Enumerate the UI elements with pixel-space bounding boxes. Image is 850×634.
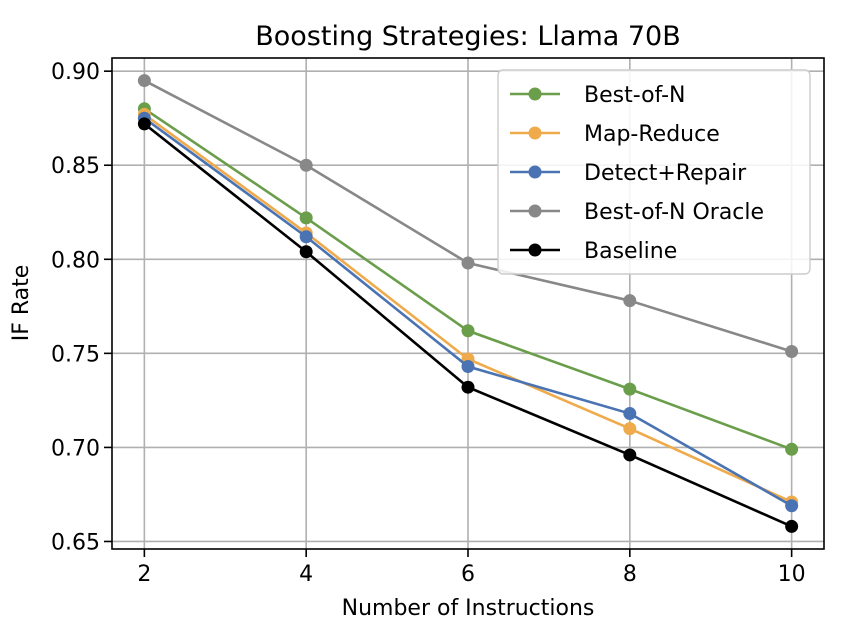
- legend-box: [497, 69, 811, 275]
- legend-marker: [528, 243, 542, 257]
- data-point: [785, 442, 799, 456]
- y-tick-label: 0.75: [51, 342, 100, 367]
- data-point: [623, 382, 637, 396]
- x-tick-label: 4: [299, 562, 313, 587]
- data-point: [623, 407, 637, 421]
- legend-label: Baseline: [584, 239, 677, 264]
- y-tick-label: 0.70: [51, 436, 100, 461]
- y-tick-label: 0.90: [51, 60, 100, 85]
- data-point: [461, 256, 475, 270]
- data-point: [299, 230, 313, 244]
- legend-item: Best-of-N Oracle: [510, 200, 764, 225]
- series-layer: [137, 74, 799, 533]
- data-point: [299, 245, 313, 259]
- data-point: [137, 74, 151, 88]
- legend-item: Baseline: [510, 239, 677, 264]
- data-point: [623, 448, 637, 462]
- data-point: [461, 380, 475, 394]
- x-tick-label: 2: [137, 562, 151, 587]
- series-baseline: [137, 117, 799, 533]
- data-point: [137, 117, 151, 131]
- legend-marker: [528, 165, 542, 179]
- legend-label: Map-Reduce: [584, 122, 720, 147]
- legend-marker: [528, 87, 542, 101]
- legend-marker: [528, 204, 542, 218]
- data-point: [461, 324, 475, 338]
- x-tick-label: 8: [623, 562, 637, 587]
- tick-layer: 2 4 6 8 10 0.65 0.70 0.75 0.80 0.85 0.90: [51, 60, 806, 587]
- data-point: [299, 158, 313, 172]
- y-tick-label: 0.65: [51, 530, 100, 555]
- legend: Best-of-N Map-Reduce Detect+Repair Best-of-…: [497, 69, 811, 275]
- data-point: [785, 519, 799, 533]
- series-best-of-n-oracle: [137, 74, 799, 358]
- data-point: [461, 360, 475, 374]
- chart-title: Boosting Strategies: Llama 70B: [255, 21, 681, 52]
- y-axis-label: IF Rate: [9, 265, 34, 342]
- legend-label: Best-of-N Oracle: [584, 200, 764, 225]
- legend-label: Detect+Repair: [584, 161, 747, 186]
- data-point: [785, 499, 799, 513]
- y-tick-label: 0.85: [51, 154, 100, 179]
- x-axis-label: Number of Instructions: [342, 596, 595, 621]
- legend-item: Detect+Repair: [510, 161, 747, 186]
- x-tick-label: 10: [778, 562, 806, 587]
- data-point: [299, 211, 313, 225]
- data-point: [785, 344, 799, 358]
- legend-marker: [528, 126, 542, 140]
- legend-item: Map-Reduce: [510, 122, 720, 147]
- y-tick-label: 0.80: [51, 248, 100, 273]
- data-point: [623, 422, 637, 436]
- legend-label: Best-of-N: [584, 83, 685, 108]
- data-point: [623, 294, 637, 308]
- x-tick-label: 6: [461, 562, 475, 587]
- legend-item: Best-of-N: [510, 83, 685, 108]
